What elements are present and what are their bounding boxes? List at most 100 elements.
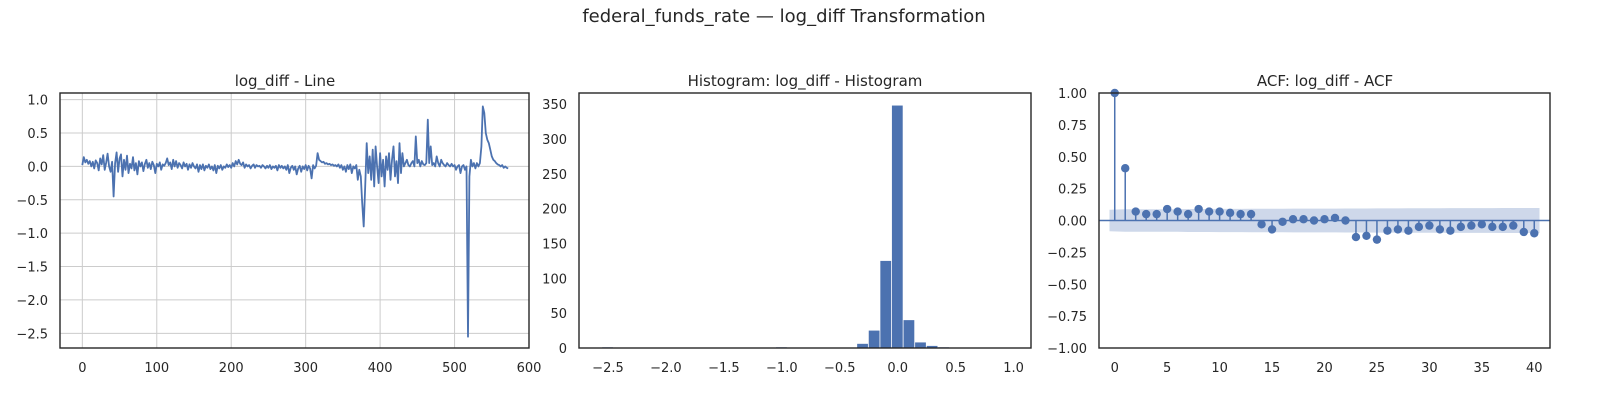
acf-panel: ACF: log_diff - ACF 0 5 10 15 20 25 30 35 40 1.00… [1047,72,1551,376]
acf-y-tick-label-7: −0.75 [1047,310,1087,325]
acf-point-1 [1121,164,1130,173]
histogram-x-tick-label-7: 1.0 [1003,361,1024,376]
acf-x-tick-label-3: 15 [1264,361,1281,376]
acf-y-tick-label-0: 1.00 [1058,87,1087,102]
acf-point-23 [1351,232,1361,242]
histogram-axes-frame [578,92,1032,349]
histogram-bar-5 [891,105,903,348]
histogram-y-tick-label-4: 200 [542,203,567,218]
acf-point-34 [1467,221,1476,230]
acf-x-tick-label-0: 0 [1111,361,1119,376]
acf-point-36 [1488,222,1497,232]
acf-point-20 [1320,215,1329,224]
acf-point-18 [1299,215,1308,224]
acf-point-4 [1152,209,1161,219]
acf-point-6 [1173,207,1182,216]
acf-x-tick-label-2: 10 [1211,361,1228,376]
line-panel-title: log_diff - Line [235,72,336,91]
line-y-tick-label-7: −2.5 [16,327,48,342]
acf-point-25 [1372,235,1382,244]
acf-point-14 [1257,220,1266,229]
acf-point-9 [1204,207,1214,216]
line-x-tick-label-3: 300 [293,361,318,376]
acf-x-tick-label-8: 40 [1526,361,1543,376]
acf-y-tick-label-5: −0.25 [1047,246,1087,261]
acf-y-tick-label-4: 0.00 [1058,215,1087,230]
acf-point-28 [1404,226,1413,235]
histogram-x-tick-label-1: −2.0 [650,361,682,376]
histogram-y-tick-label-5: 250 [542,168,567,183]
acf-axes-frame [1098,92,1551,349]
line-y-tick-label-2: 0.0 [27,160,48,175]
acf-point-11 [1225,208,1235,218]
histogram-x-tick-label-6: 0.5 [945,361,966,376]
histogram-bar-7 [915,342,926,348]
histogram-y-tick-label-6: 300 [542,133,567,148]
line-series [81,105,509,338]
line-panel: log_diff - Line 0 100 200 300 400 500 600 1.0 0.… [16,72,541,376]
acf-point-2 [1131,207,1140,216]
acf-point-26 [1383,226,1392,235]
line-x-tick-label-4: 400 [368,361,393,376]
histogram-bar-2 [857,343,868,348]
histogram-bar-3 [868,330,880,348]
histogram-x-tick-label-5: 0.0 [887,361,908,376]
acf-point-39 [1519,227,1528,237]
line-x-tick-label-5: 500 [442,361,467,376]
histogram-panel: Histogram: log_diff - Histogram −2.5 −2.0… [542,72,1032,376]
acf-point-40 [1530,229,1539,238]
acf-point-38 [1509,221,1518,230]
acf-y-tick-label-8: −1.00 [1047,342,1087,357]
histogram-x-tick-label-3: −1.0 [766,361,798,376]
acf-point-31 [1435,225,1445,234]
line-y-tick-label-6: −2.0 [16,294,48,309]
histogram-y-tick-label-0: 0 [559,342,567,357]
line-x-tick-label-1: 100 [144,361,169,376]
acf-y-tick-label-3: 0.25 [1058,183,1087,198]
figure-suptitle: federal_funds_rate — log_diff Transforma… [582,6,985,27]
histogram-y-tick-label-1: 50 [550,307,567,322]
acf-point-10 [1215,207,1224,216]
acf-point-32 [1446,226,1455,235]
acf-point-12 [1236,209,1245,219]
acf-x-tick-label-7: 35 [1474,361,1491,376]
acf-x-tick-label-4: 20 [1316,361,1333,376]
histogram-bar-8 [926,345,938,348]
acf-point-21 [1330,213,1340,223]
acf-y-tick-label-2: 0.50 [1058,151,1087,166]
acf-point-33 [1456,222,1466,232]
line-y-tick-label-4: −1.0 [16,227,48,242]
acf-x-tick-label-5: 25 [1369,361,1386,376]
acf-point-17 [1288,215,1298,224]
line-y-tick-label-1: 0.5 [27,127,48,142]
acf-point-13 [1246,209,1256,219]
acf-point-3 [1141,209,1151,219]
histogram-y-tick-label-7: 350 [542,98,567,113]
acf-point-8 [1194,204,1203,214]
acf-point-30 [1425,221,1434,230]
acf-point-29 [1414,222,1424,232]
histogram-x-tick-label-0: −2.5 [592,361,624,376]
acf-y-tick-label-1: 0.75 [1058,119,1087,134]
histogram-y-tick-label-2: 100 [542,272,567,287]
line-x-tick-label-0: 0 [78,361,86,376]
acf-y-tick-label-6: −0.50 [1047,278,1087,293]
acf-point-35 [1477,220,1487,229]
histogram-y-tick-label-3: 150 [542,237,567,252]
line-y-tick-label-5: −1.5 [16,261,48,276]
acf-panel-title: ACF: log_diff - ACF [1257,72,1393,91]
acf-point-22 [1341,216,1350,225]
acf-point-5 [1162,204,1172,214]
acf-point-7 [1183,209,1193,219]
line-y-tick-label-0: 1.0 [27,94,48,109]
acf-point-27 [1393,225,1403,234]
line-axes-frame [59,92,530,349]
histogram-bar-6 [903,320,915,348]
acf-x-tick-label-6: 30 [1421,361,1438,376]
histogram-panel-title: Histogram: log_diff - Histogram [688,72,923,91]
histogram-bar-4 [880,260,892,348]
acf-point-37 [1498,222,1508,232]
histogram-x-tick-label-4: −0.5 [824,361,856,376]
line-x-tick-label-2: 200 [219,361,244,376]
